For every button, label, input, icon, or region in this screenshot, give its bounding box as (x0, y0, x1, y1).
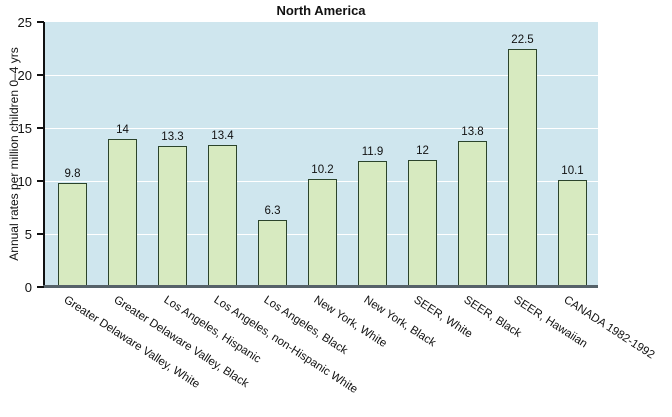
y-tick-label: 15 (17, 120, 32, 136)
bar-value-label: 13.3 (161, 131, 184, 144)
bar (558, 179, 587, 287)
y-tick-label: 25 (17, 14, 32, 30)
y-tick-label: 20 (17, 67, 32, 83)
bar (508, 48, 537, 287)
bar-value-label: 22.5 (511, 33, 534, 46)
chart-title: North America (276, 3, 366, 18)
gridline (44, 127, 598, 129)
bar-value-label: 10.1 (561, 164, 584, 177)
bar-value-label: 11.9 (361, 145, 384, 158)
y-axis-line (43, 22, 45, 288)
bar (108, 138, 137, 287)
y-tick-mark (37, 74, 44, 76)
bar (258, 220, 287, 287)
y-tick-label: 5 (24, 226, 32, 242)
bar-value-label: 13.8 (461, 125, 484, 138)
plot-area: 9.8 14 13.3 13.4 6.3 10.2 11.9 12 13.8 22.5 10.1 (44, 22, 598, 287)
y-tick-mark (37, 127, 44, 129)
bar-value-label: 9.8 (64, 168, 81, 181)
bar (308, 178, 337, 287)
y-tick-mark (37, 21, 44, 23)
y-tick-mark (37, 180, 44, 182)
bar-value-label: 10.2 (311, 163, 334, 176)
bar-value-label: 13.4 (211, 129, 234, 142)
bar-value-label: 6.3 (264, 205, 281, 218)
y-tick-label: 10 (17, 173, 32, 189)
y-tick-label: 0 (24, 279, 32, 295)
x-axis-line (43, 285, 598, 289)
y-tick-mark (37, 233, 44, 235)
bar (408, 159, 437, 287)
x-category-label: CANADA 1982-1992 (560, 294, 656, 362)
bar (358, 160, 387, 287)
bar-value-label: 12 (416, 144, 429, 157)
bar (208, 144, 237, 287)
bar (158, 146, 187, 287)
x-category-label: Los Angeles, Black (260, 294, 349, 357)
bar (458, 140, 487, 287)
gridline (44, 74, 598, 76)
y-tick-mark (37, 286, 44, 288)
bar (58, 183, 87, 287)
bar-value-label: 14 (116, 123, 129, 136)
